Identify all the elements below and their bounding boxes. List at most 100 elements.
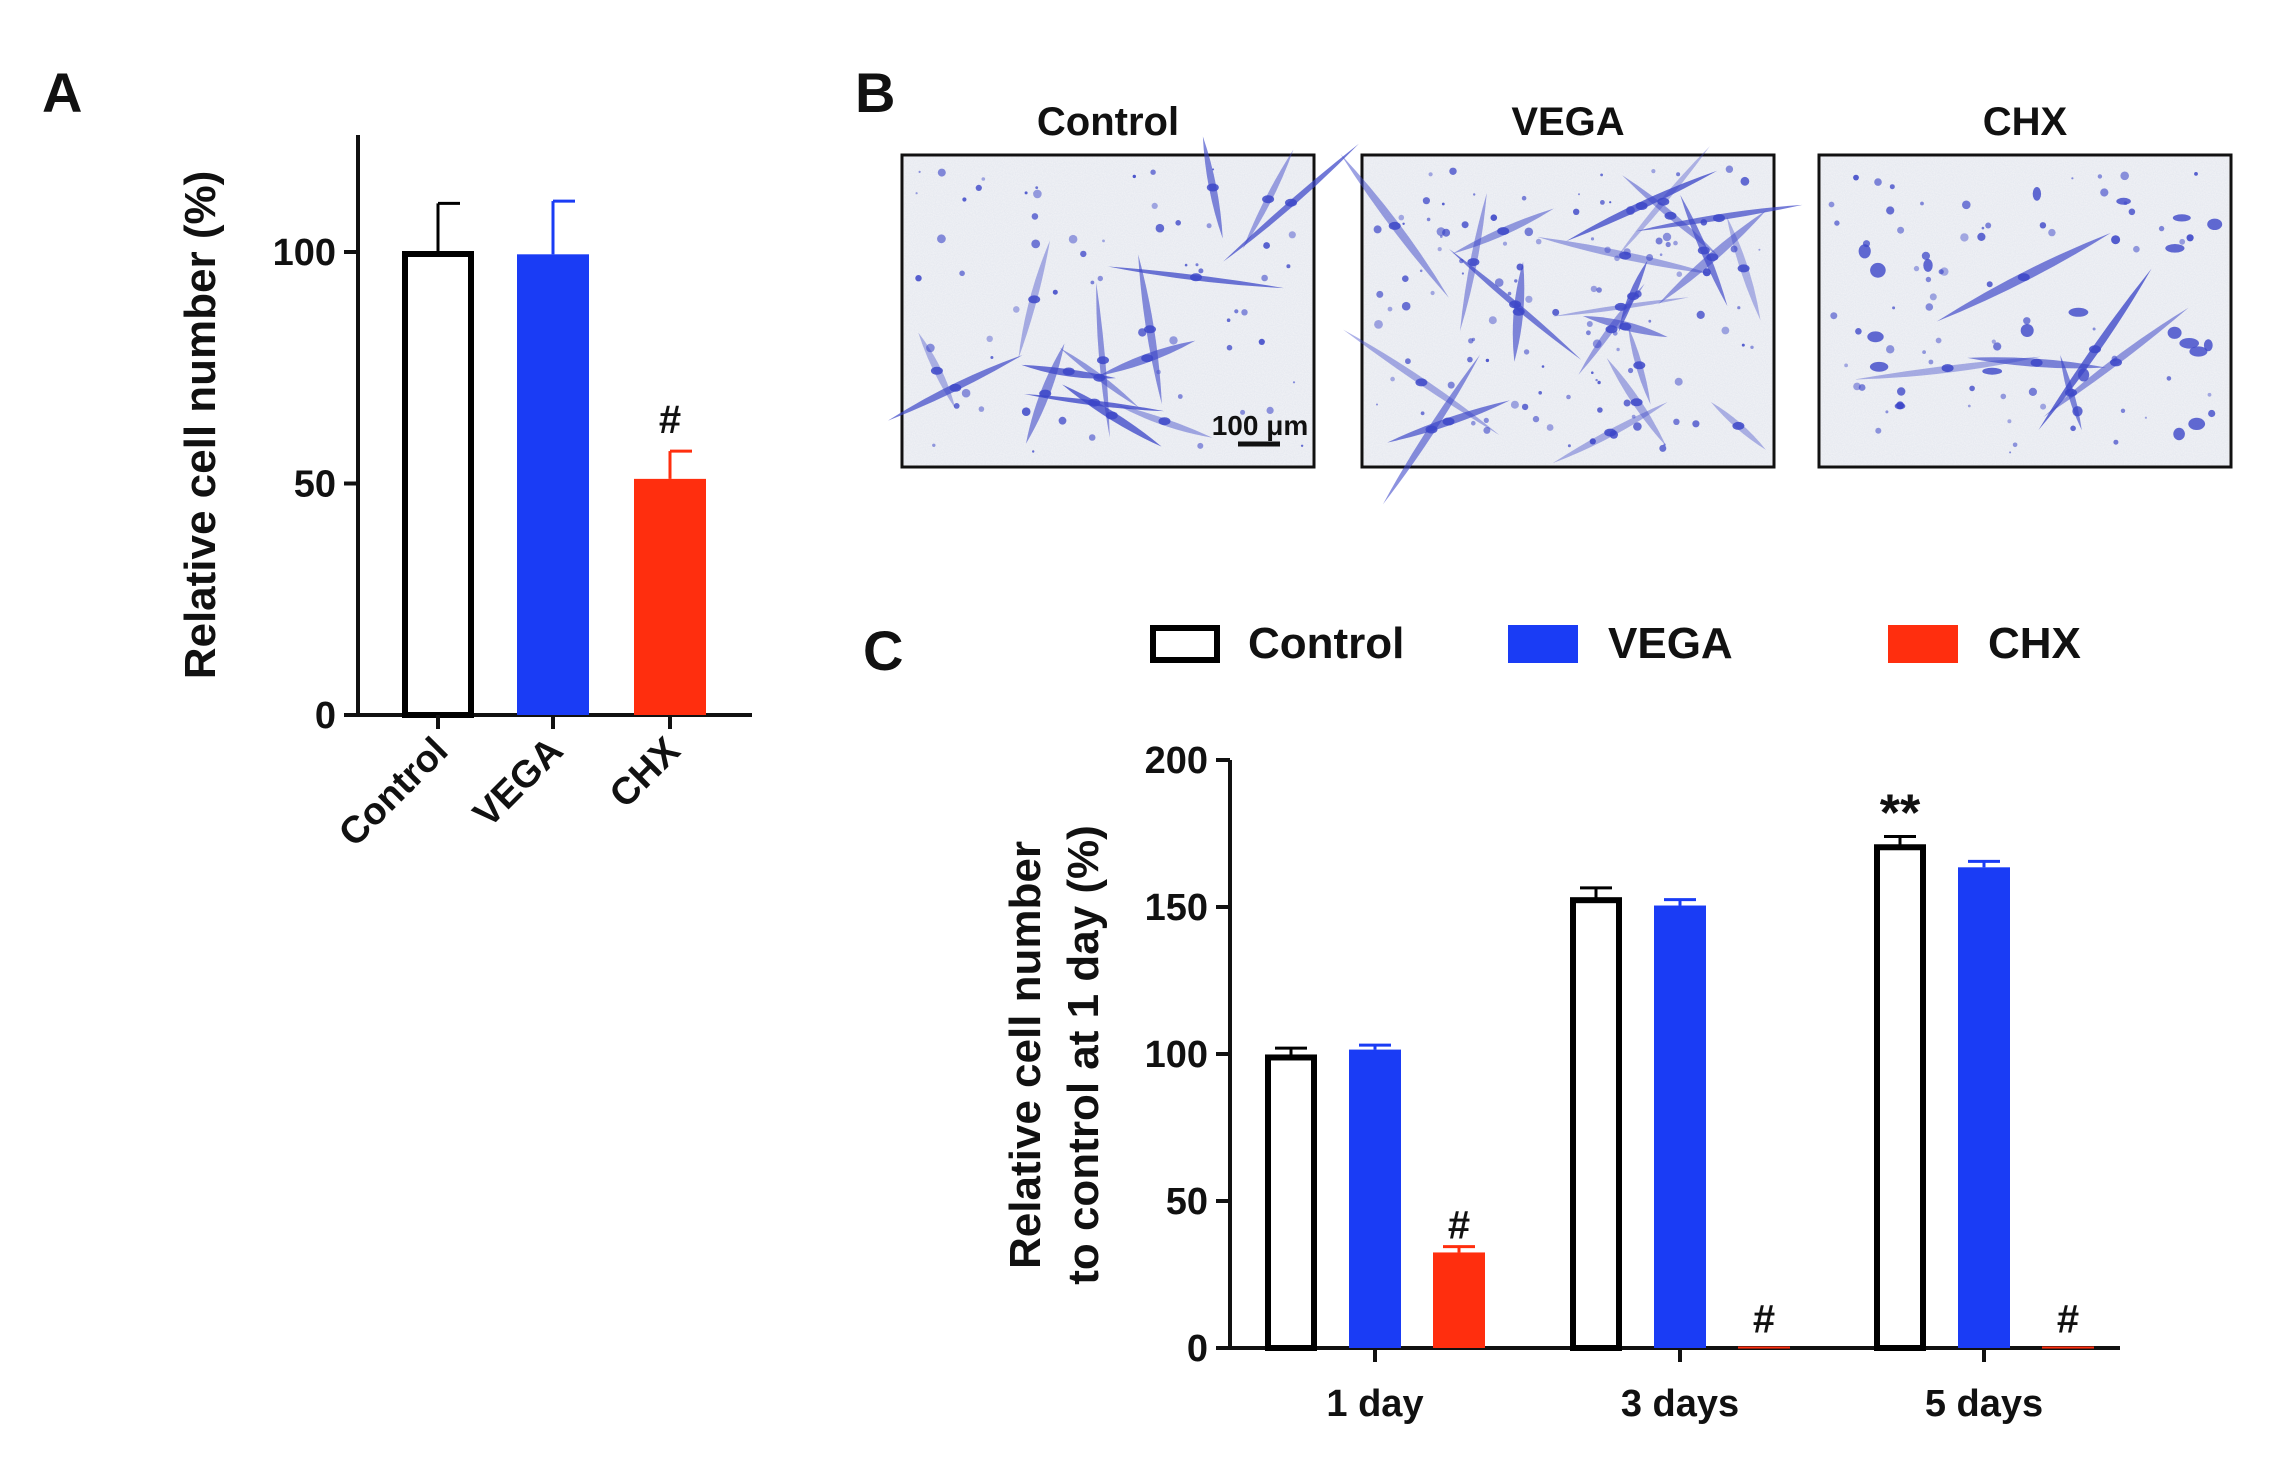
stain-speck [1532,415,1540,423]
stain-speck [1586,321,1593,327]
stain-speck [1032,450,1035,453]
stain-speck [1922,350,1926,354]
y-axis-label: Relative cell number [1001,841,1050,1269]
cell-nucleus [2017,273,2030,282]
legend-swatch-control [1150,625,1220,663]
cell-nucleus [949,383,962,392]
stain-speck [1590,285,1598,293]
stain-speck [2009,451,2012,454]
y-tick-label: 200 [1145,740,1208,782]
compact-cell [2116,197,2131,205]
stain-speck [2100,188,2109,197]
stain-speck [1634,290,1642,298]
cell-nucleus [1388,221,1401,230]
stain-speck [1897,226,1905,234]
compact-cell [2173,427,2185,441]
stain-speck [1405,358,1411,365]
x-tick-label: CHX [602,729,689,816]
stain-speck [2186,234,2194,242]
stain-speck [2128,208,2136,216]
cell-nucleus [1141,354,1154,363]
stain-speck [1696,310,1705,319]
stain-speck [1614,255,1620,262]
stain-speck [1524,227,1534,237]
stain-speck [1132,174,1137,179]
stain-speck [1655,237,1663,245]
stain-speck [1676,172,1681,177]
stain-speck [1600,173,1603,177]
cell-nucleus [1664,211,1677,220]
stain-speck [1886,206,1895,215]
stain-speck [1376,403,1378,406]
compact-cell [2179,338,2199,349]
stain-speck [1552,308,1560,316]
bar-chx-2 [2042,1346,2094,1349]
stain-speck [1021,407,1031,417]
stain-speck [1422,197,1430,205]
compact-cell [2032,187,2042,201]
stain-speck [915,275,922,282]
stain-speck [1928,359,1934,365]
stain-speck [1875,427,1882,434]
bar-control-1 [1570,897,1622,1351]
stain-speck [1929,293,1937,301]
panel-b: B Control 100 μm VEGA CHX [855,61,2233,505]
stain-speck [1892,306,1896,310]
stain-speck [1184,263,1188,267]
stain-speck [1449,167,1457,175]
stain-speck [1376,290,1384,298]
significance-mark: # [659,398,681,442]
legend-swatch-chx [1888,625,1958,663]
stained-cells [1340,146,1803,505]
stain-speck [1058,416,1067,425]
stain-speck [1651,169,1656,174]
bar-vega-1 [1654,905,1706,1348]
cell-nucleus [1512,307,1525,316]
stain-speck [918,170,921,173]
stain-speck [1700,219,1708,226]
compact-cell [1858,244,1871,259]
micrograph-vega: VEGA [1340,100,1803,505]
stain-speck [2007,419,2012,424]
stain-speck [1261,274,1268,282]
stain-speck [1962,200,1971,210]
stain-speck [1175,220,1181,226]
compact-cell [2167,326,2182,339]
stain-speck [1402,222,1405,225]
stain-speck [1437,247,1442,252]
stain-speck [1596,287,1602,293]
panel-c-label: C [863,619,903,682]
stain-speck [1665,241,1671,248]
stain-speck [1758,248,1761,251]
cell-nucleus [1657,197,1670,206]
y-tick-label: 0 [315,695,336,737]
stain-speck [2023,317,2031,325]
compact-cell [2172,214,2191,222]
stain-speck [2040,403,2047,410]
stain-speck [1921,251,1930,260]
stain-speck [2120,171,2129,181]
stain-speck [1447,381,1455,389]
panel-a: A 0 50 100 Relative cell number (%) Control V… [42,61,752,855]
stain-speck [1977,232,1986,241]
x-tick-label: VEGA [466,730,572,836]
stain-speck [1234,309,1239,314]
significance-mark: # [1753,1298,1775,1342]
micrograph-title-vega: VEGA [1511,100,1624,144]
stain-speck [1052,289,1058,295]
cell-nucleus [1619,322,1632,331]
y-axis-label: to control at 1 day (%) [1059,825,1108,1285]
panel-c: C Control VEGA CHX 0 50 100 150 200 Relative ce… [863,619,2120,1425]
stain-speck [1206,223,1212,229]
stain-speck [1138,328,1147,337]
stain-speck [1024,191,1028,195]
stain-speck [1488,316,1497,325]
stain-speck [915,192,918,195]
bar-chx-0 [1433,1252,1485,1348]
stain-speck [1241,309,1248,316]
stain-speck [1590,237,1595,241]
cell-nucleus [1097,356,1109,365]
stain-speck [975,184,982,191]
stain-speck [1535,238,1542,245]
stain-speck [1633,422,1642,431]
